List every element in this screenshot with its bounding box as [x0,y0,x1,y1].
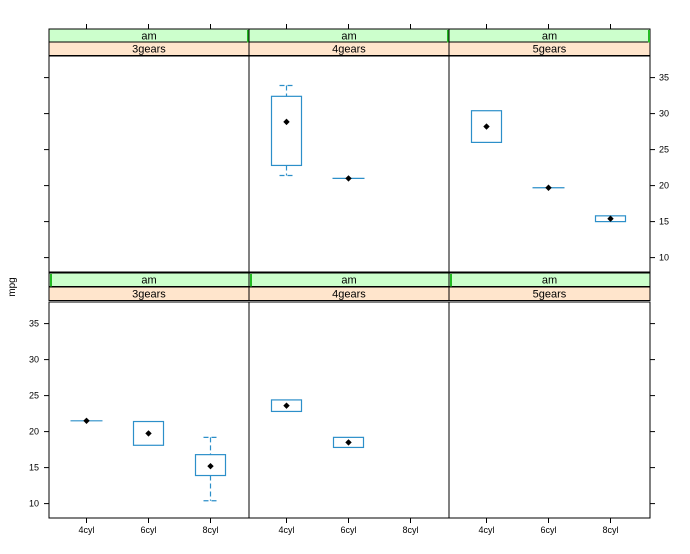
x-tick-label-6cyl: 6cyl [540,525,556,535]
panel-frame [248,301,450,519]
box-8cyl [194,436,227,502]
x-tick-label-8cyl: 8cyl [602,525,618,535]
panel-frame [448,301,651,519]
x-tick-label-4cyl: 4cyl [278,525,294,535]
box-6cyl [532,184,565,191]
box-4cyl [270,399,303,413]
x-tick-label-4cyl: 4cyl [478,525,494,535]
panel-frame [48,301,250,519]
median-marker [545,184,552,191]
box-iqr [332,436,365,449]
strip-inner-label: 5gears [533,44,567,56]
median-marker [607,215,614,222]
box-8cyl [594,215,627,223]
median-marker [345,439,352,446]
box-iqr [194,454,227,477]
x-tick-label-6cyl: 6cyl [340,525,356,535]
y-tick-label-left: 15 [29,463,39,473]
x-tick-label-8cyl: 8cyl [402,525,418,535]
box-6cyl [332,175,365,182]
y-tick-label-left: 10 [29,499,39,509]
y-tick-label-left: 20 [29,427,39,437]
strip-outer-label: am [341,275,356,287]
strip-level-indicator [250,274,252,287]
strip-level-indicator [447,30,449,43]
strip-outer-label: am [341,31,356,43]
strip-outer-label: am [542,275,557,287]
box-4cyl [270,84,303,177]
y-tick-label-right: 25 [659,145,669,155]
median-marker [483,123,490,130]
panel-frame [448,55,651,273]
strip-inner-bg [448,286,651,301]
strip-level-indicator [247,30,249,43]
panel-frame [48,55,250,273]
y-axis-label: mpg [7,277,18,296]
panel-bottom-2: am 5gears [448,272,651,519]
strip-inner-label: 3gears [132,44,166,56]
box-iqr [270,95,303,167]
median-marker [145,430,152,437]
y-tick-label-left: 35 [29,319,39,329]
panel-bottom-0: am 3gears [48,272,250,519]
box-4cyl [70,417,103,424]
y-tick-label-left: 30 [29,355,39,365]
median-marker [207,462,214,470]
x-tick-label-6cyl: 6cyl [140,525,156,535]
strip-inner-label: 5gears [533,289,567,301]
strip-level-indicator [648,30,650,43]
y-tick-label-right: 30 [659,109,669,119]
y-tick-label-right: 35 [659,73,669,83]
strip-inner-label: 4gears [332,44,366,56]
box-6cyl [332,436,365,449]
median-marker [283,118,290,126]
y-tick-label-left: 25 [29,391,39,401]
y-tick-label-right: 10 [659,253,669,263]
strip-outer-label: am [141,275,156,287]
strip-outer-label: am [141,31,156,43]
x-tick-label-8cyl: 8cyl [202,525,218,535]
strip-level-indicator [450,274,452,287]
y-tick-label-right: 20 [659,181,669,191]
box-iqr [470,110,503,144]
panels-layer: am3gearsam4gearsam5gearsam3gearsam4gears… [29,24,669,535]
median-marker [283,402,290,409]
x-tick-label-4cyl: 4cyl [78,525,94,535]
strip-outer-label: am [542,31,557,43]
y-tick-label-right: 15 [659,217,669,227]
strip-inner-label: 4gears [332,289,366,301]
panel-frame [248,55,450,273]
median-marker [83,417,90,424]
strip-level-indicator [50,274,52,287]
box-4cyl [470,110,503,144]
strip-inner-label: 3gears [132,289,166,301]
box-iqr [270,399,303,413]
median-marker [345,175,352,182]
box-iqr [132,420,165,446]
box-6cyl [132,420,165,446]
panel-bottom-1: am 4gears [248,272,450,519]
